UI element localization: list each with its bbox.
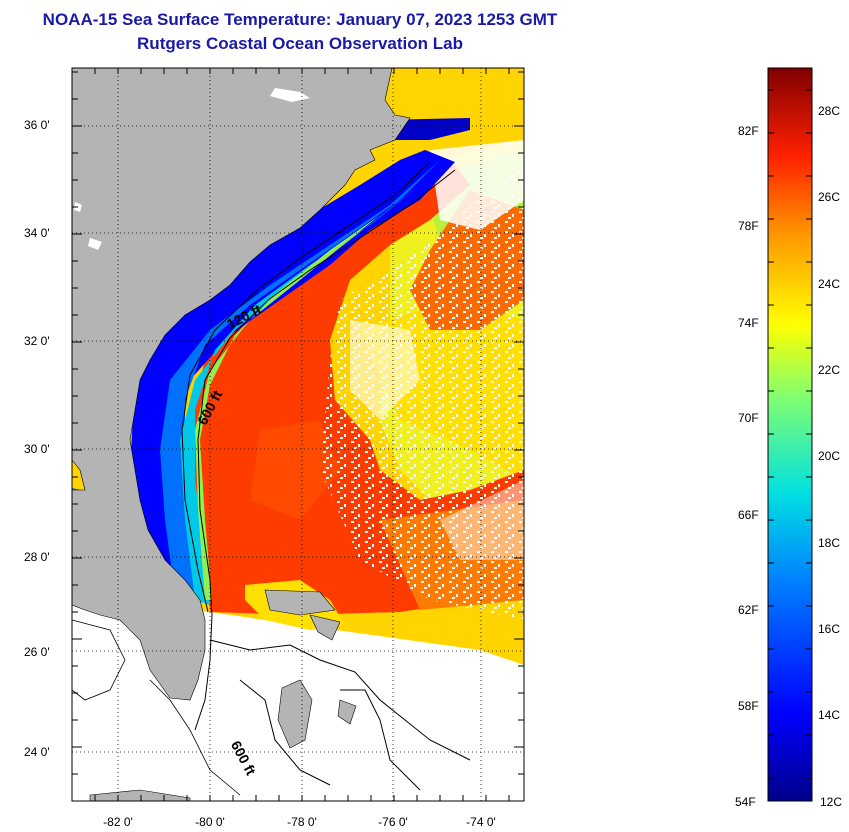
- colorbar-c-22: 22C: [818, 363, 841, 377]
- lat-label-28: 28 0': [24, 550, 50, 564]
- lat-label-30: 30 0': [24, 442, 50, 456]
- colorbar-f-62: 62F: [738, 603, 759, 617]
- map-title: NOAA-15 Sea Surface Temperature: January…: [42, 10, 558, 29]
- colorbar-c-18: 18C: [818, 536, 841, 550]
- lon-label-80: -80 0': [195, 815, 225, 829]
- colorbar-f-58: 58F: [738, 699, 759, 713]
- lat-label-24: 24 0': [24, 745, 50, 759]
- colorbar-c-28: 28C: [818, 104, 841, 118]
- colorbar-f-70: 70F: [738, 411, 759, 425]
- map-subtitle: Rutgers Coastal Ocean Observation Lab: [137, 34, 463, 53]
- lon-label-76: -76 0': [378, 815, 408, 829]
- colorbar-c-16: 16C: [818, 622, 841, 636]
- axis-ticks: [71, 68, 524, 801]
- lat-label-32: 32 0': [24, 334, 50, 348]
- colorbar-c-20: 20C: [818, 449, 841, 463]
- lat-label-36: 36 0': [24, 118, 50, 132]
- colorbar-c-14: 14C: [818, 708, 841, 722]
- lon-label-74: -74 0': [466, 815, 496, 829]
- colorbar-c-24: 24C: [818, 277, 841, 291]
- colorbar-f-54: 54F: [735, 795, 756, 809]
- colorbar-scale: [767, 67, 813, 802]
- lon-label-78: -78 0': [287, 815, 317, 829]
- colorbar-c-12: 12C: [820, 795, 843, 809]
- land-mass: [72, 68, 411, 701]
- colorbar-f-82: 82F: [738, 124, 759, 138]
- contour-120ft: [181, 161, 431, 613]
- lon-label-82: -82 0': [103, 815, 133, 829]
- colorbar-c-26: 26C: [818, 190, 841, 204]
- map-frame: [71, 67, 525, 802]
- graticule: [72, 68, 524, 801]
- lat-label-34: 34 0': [24, 226, 50, 240]
- colorbar-f-66: 66F: [738, 508, 759, 522]
- colorbar-ticks: [768, 89, 812, 779]
- colorbar-f-78: 78F: [738, 219, 759, 233]
- colorbar-f-74: 74F: [738, 316, 759, 330]
- map-panel: [72, 68, 524, 801]
- lat-label-26: 26 0': [24, 645, 50, 659]
